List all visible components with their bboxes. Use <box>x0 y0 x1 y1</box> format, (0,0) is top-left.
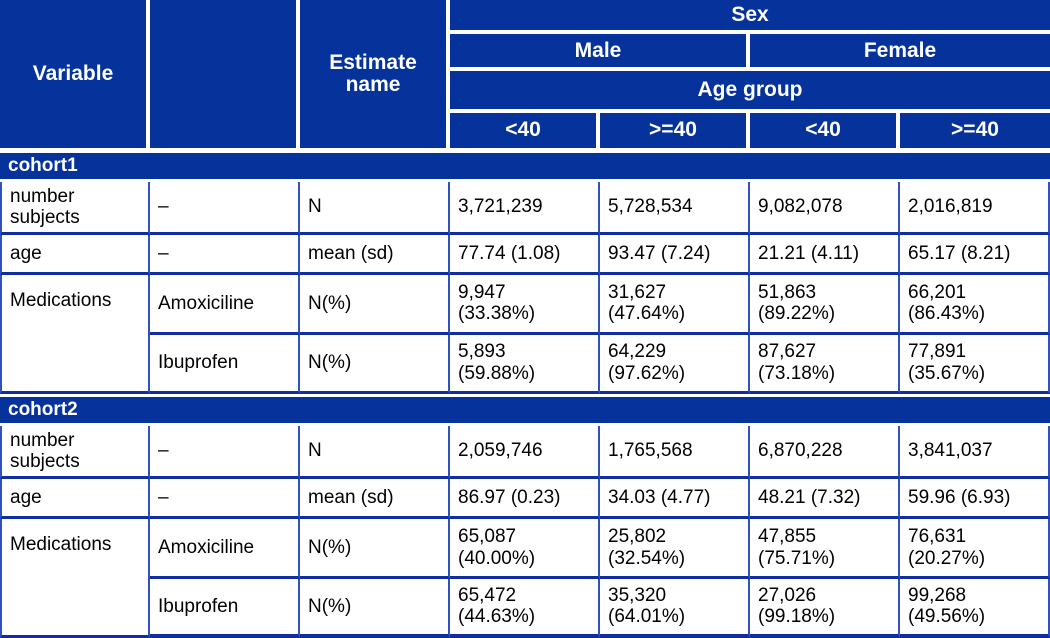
header-female-lt40: <40 <box>750 112 900 150</box>
header-estimate-name: Estimate name <box>300 0 450 150</box>
cell-estimate: N <box>300 425 450 480</box>
cell-value: 9,082,078 <box>750 181 900 236</box>
cell-value: 59.96 (6.93) <box>900 479 1050 520</box>
cell-variable-medications: Medications <box>0 275 150 394</box>
cell-variable: age <box>0 235 150 276</box>
cell-value: 87,627 (73.18%) <box>750 334 900 394</box>
cell-value: 76,631 (20.27%) <box>900 519 1050 579</box>
header-male-ge40: >=40 <box>600 112 750 150</box>
header-age-group: Age group <box>450 71 1050 113</box>
cell-value: 64,229 (97.62%) <box>600 334 750 394</box>
header-sex: Sex <box>450 0 1050 35</box>
cell-estimate: mean (sd) <box>300 235 450 276</box>
cell-level: Amoxiciline <box>150 275 300 335</box>
cell-estimate: N(%) <box>300 578 450 638</box>
cell-value: 77,891 (35.67%) <box>900 334 1050 394</box>
cell-level: – <box>150 479 300 520</box>
cell-value: 1,765,568 <box>600 425 750 480</box>
cell-level: Ibuprofen <box>150 578 300 638</box>
cell-value: 5,728,534 <box>600 181 750 236</box>
cell-value: 65,472 (44.63%) <box>450 578 600 638</box>
cell-level: – <box>150 425 300 480</box>
cell-variable-medications: Medications <box>0 519 150 638</box>
section-header-cohort2: cohort2 <box>0 393 1050 426</box>
cell-value: 65.17 (8.21) <box>900 235 1050 276</box>
cell-variable: age <box>0 479 150 520</box>
cell-value: 6,870,228 <box>750 425 900 480</box>
cell-value: 9,947 (33.38%) <box>450 275 600 335</box>
cell-value: 3,721,239 <box>450 181 600 236</box>
header-female-ge40: >=40 <box>900 112 1050 150</box>
cell-value: 25,802 (32.54%) <box>600 519 750 579</box>
cell-variable: number subjects <box>0 181 150 236</box>
cell-value: 34.03 (4.77) <box>600 479 750 520</box>
cell-estimate: N <box>300 181 450 236</box>
cell-value: 3,841,037 <box>900 425 1050 480</box>
cell-value: 99,268 (49.56%) <box>900 578 1050 638</box>
cell-estimate: N(%) <box>300 519 450 579</box>
cell-value: 48.21 (7.32) <box>750 479 900 520</box>
cell-value: 86.97 (0.23) <box>450 479 600 520</box>
cell-level: Amoxiciline <box>150 519 300 579</box>
cell-value: 66,201 (86.43%) <box>900 275 1050 335</box>
cell-value: 27,026 (99.18%) <box>750 578 900 638</box>
cell-variable: number subjects <box>0 425 150 480</box>
cell-level: – <box>150 235 300 276</box>
cell-value: 21.21 (4.11) <box>750 235 900 276</box>
header-variable: Variable <box>0 0 150 150</box>
cell-value: 51,863 (89.22%) <box>750 275 900 335</box>
cell-estimate: mean (sd) <box>300 479 450 520</box>
cell-value: 2,059,746 <box>450 425 600 480</box>
cell-estimate: N(%) <box>300 334 450 394</box>
cell-level: – <box>150 181 300 236</box>
cell-value: 93.47 (7.24) <box>600 235 750 276</box>
header-blank <box>150 0 300 150</box>
cell-level: Ibuprofen <box>150 334 300 394</box>
cell-value: 65,087 (40.00%) <box>450 519 600 579</box>
cell-value: 5,893 (59.88%) <box>450 334 600 394</box>
cell-estimate: N(%) <box>300 275 450 335</box>
section-header-cohort1: cohort1 <box>0 149 1050 182</box>
header-male: Male <box>450 34 750 72</box>
cell-value: 31,627 (47.64%) <box>600 275 750 335</box>
header-female: Female <box>750 34 1050 72</box>
cell-value: 47,855 (75.71%) <box>750 519 900 579</box>
cell-value: 77.74 (1.08) <box>450 235 600 276</box>
cell-value: 2,016,819 <box>900 181 1050 236</box>
cell-value: 35,320 (64.01%) <box>600 578 750 638</box>
header-male-lt40: <40 <box>450 112 600 150</box>
